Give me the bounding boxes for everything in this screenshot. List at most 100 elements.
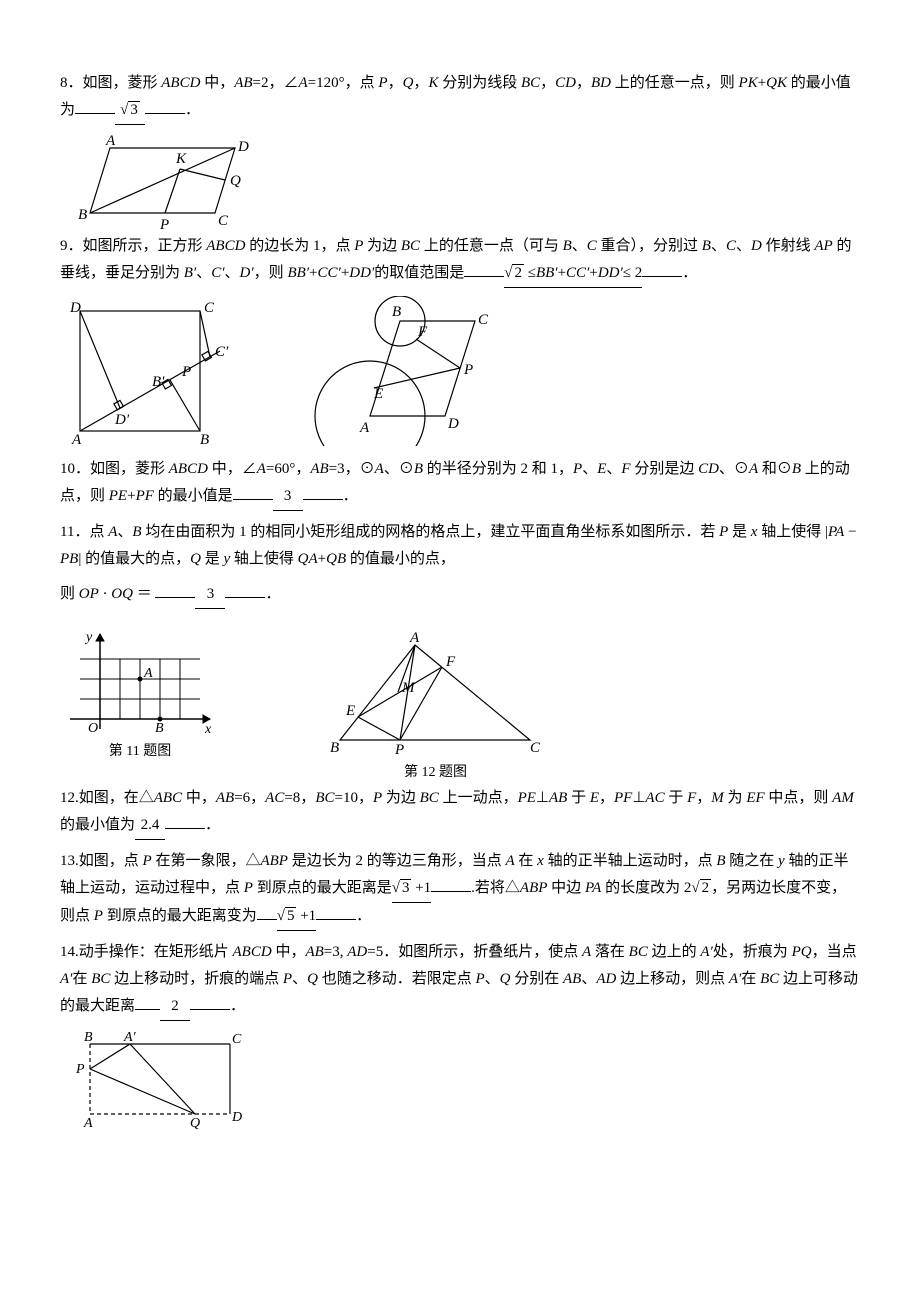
text: + xyxy=(127,488,135,504)
svg-text:E: E xyxy=(345,703,355,719)
text: 的取值范围是 xyxy=(374,265,464,281)
svg-text:Q: Q xyxy=(190,1116,200,1129)
text: 轴的正半轴上运动时，点 xyxy=(544,853,717,869)
text: 为 xyxy=(724,790,747,806)
text: 重合），分别过 xyxy=(597,238,702,254)
var: B xyxy=(563,238,572,254)
text: 的值最小的点， xyxy=(346,551,455,567)
text: 中点，则 xyxy=(765,790,833,806)
var: C xyxy=(587,238,597,254)
text: =5．如图所示，折叠纸片，使点 xyxy=(367,944,582,960)
blank xyxy=(316,904,356,920)
svg-text:D: D xyxy=(69,300,81,316)
text: 和⊙ xyxy=(758,461,792,477)
var: BC xyxy=(629,944,648,960)
var: Q xyxy=(500,971,511,987)
figure-12: A B C E F M P xyxy=(320,630,550,760)
answer: 2 ≤BB′+CC′+DD′≤ 2 xyxy=(504,260,642,288)
text: 的最小值是 xyxy=(154,488,233,504)
svg-text:P: P xyxy=(181,364,191,380)
text: 边上移动，则点 xyxy=(616,971,729,987)
var: ABCD xyxy=(233,944,272,960)
text: =6， xyxy=(234,790,265,806)
svg-text:B: B xyxy=(155,721,164,736)
blank xyxy=(257,904,277,920)
blank xyxy=(642,261,682,277)
text: ． xyxy=(265,586,280,602)
svg-text:B′: B′ xyxy=(152,374,165,390)
var: AB xyxy=(549,790,567,806)
var: BB′ xyxy=(287,265,309,281)
text: 11．点 xyxy=(60,524,108,540)
answer: 2 xyxy=(160,993,190,1021)
answer: 2.4 xyxy=(135,812,165,840)
svg-text:A: A xyxy=(105,133,116,149)
answer: 3 xyxy=(195,581,225,609)
var: PF xyxy=(136,488,154,504)
var: B xyxy=(716,853,725,869)
text: =3, xyxy=(324,944,347,960)
text: 是 xyxy=(201,551,224,567)
svg-text:B: B xyxy=(330,740,339,756)
text: 到原点的最大距离是 xyxy=(253,880,392,896)
var: F xyxy=(621,461,630,477)
var: P xyxy=(373,790,382,806)
text: 也随之移动．若限定点 xyxy=(318,971,476,987)
var: BC xyxy=(401,238,420,254)
text: · xyxy=(99,586,112,602)
text: 、 xyxy=(606,461,621,477)
text: ， xyxy=(388,75,403,91)
text: ． xyxy=(343,488,358,504)
var: BC xyxy=(420,790,439,806)
var: A xyxy=(749,461,758,477)
text: 在 xyxy=(741,971,760,987)
blank xyxy=(431,876,471,892)
var: P xyxy=(719,524,728,540)
svg-text:P: P xyxy=(463,362,473,378)
figure-8: A D B C K P Q xyxy=(60,133,270,233)
text: 上的任意一点（可与 xyxy=(420,238,563,254)
blank xyxy=(165,813,205,829)
svg-text:C′: C′ xyxy=(215,344,229,360)
var: AD xyxy=(347,944,367,960)
var: P xyxy=(475,971,484,987)
text: + xyxy=(318,551,326,567)
var: CD xyxy=(555,75,576,91)
text: ． xyxy=(356,908,371,924)
text: =120°，点 xyxy=(308,75,379,91)
var: BC xyxy=(521,75,540,91)
text: 分别是边 xyxy=(631,461,699,477)
var: C′ xyxy=(211,265,224,281)
caption-12: 第 12 题图 xyxy=(320,760,550,785)
text: + xyxy=(758,75,766,91)
text: 的长度改为 2 xyxy=(601,880,691,896)
text: 为边 xyxy=(382,790,420,806)
problem-9: 9．如图所示，正方形 ABCD 的边长为 1，点 P 为边 BC 上的任意一点（… xyxy=(60,233,860,288)
svg-text:O: O xyxy=(88,721,98,736)
text: 12.如图，在△ xyxy=(60,790,154,806)
svg-text:y: y xyxy=(84,630,93,645)
var: E xyxy=(590,790,599,806)
text: ． xyxy=(682,265,697,281)
text: 的边长为 1，点 xyxy=(245,238,354,254)
text: 中， xyxy=(200,75,234,91)
var: AB xyxy=(216,790,234,806)
problem-14: 14.动手操作：在矩形纸片 ABCD 中，AB=3, AD=5．如图所示，折叠纸… xyxy=(60,939,860,1021)
var: B′ xyxy=(184,265,196,281)
var: AB xyxy=(563,971,581,987)
var: Q xyxy=(190,551,201,567)
text: 边上移动时，折痕的端点 xyxy=(110,971,283,987)
text: .若将△ xyxy=(471,880,520,896)
var: P xyxy=(378,75,387,91)
svg-text:C: C xyxy=(478,312,489,328)
figure-14: A B C D A′ P Q xyxy=(60,1029,260,1129)
svg-text:M: M xyxy=(401,680,416,696)
text: 上的任意一点，则 xyxy=(611,75,739,91)
var: ABCD xyxy=(206,238,245,254)
var: K xyxy=(428,75,438,91)
var: BC xyxy=(760,971,779,987)
caption-11: 第 11 题图 xyxy=(60,739,220,764)
svg-text:D: D xyxy=(447,416,459,432)
var: P xyxy=(143,853,152,869)
var: Q xyxy=(403,75,414,91)
